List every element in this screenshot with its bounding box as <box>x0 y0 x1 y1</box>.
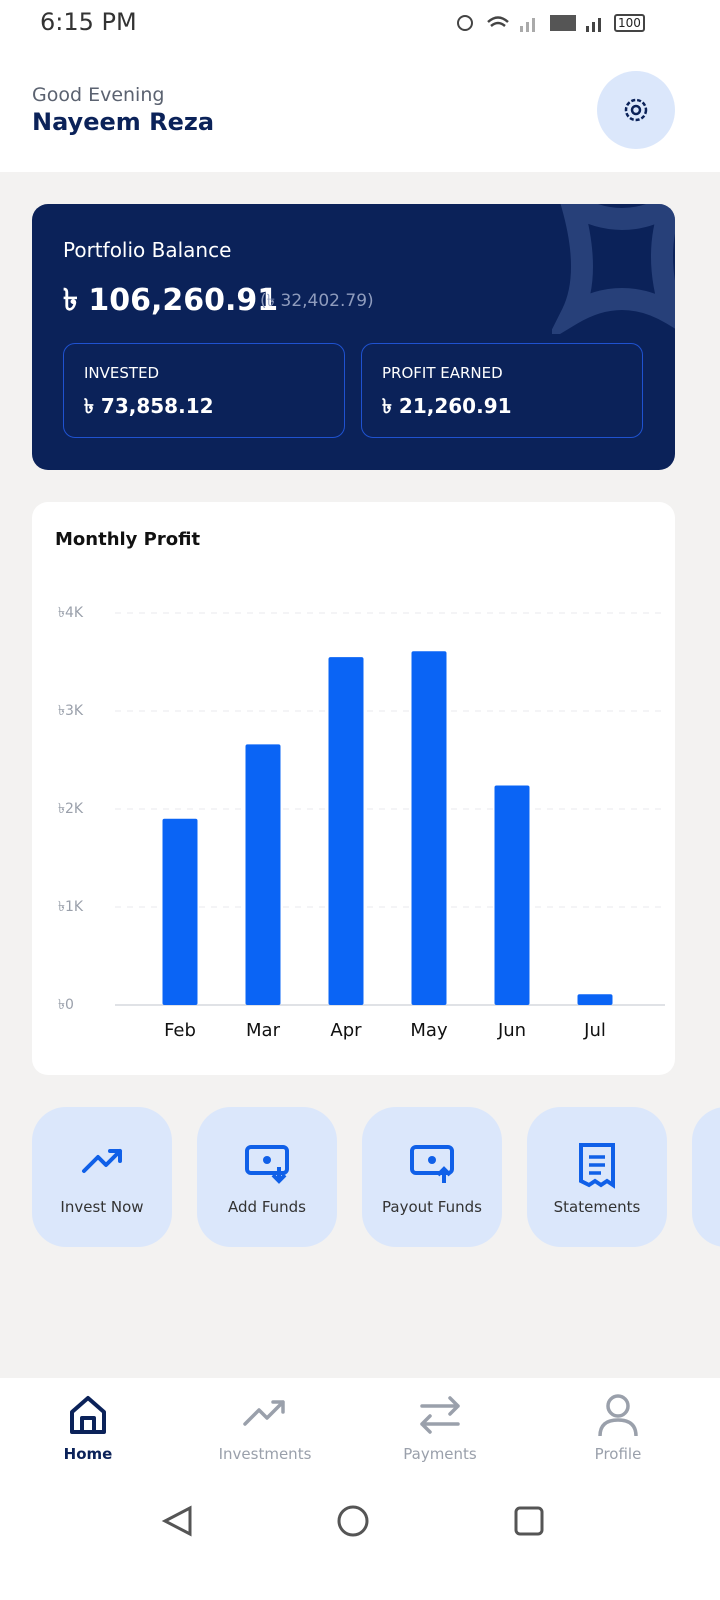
nav-item[interactable]: Investments <box>205 1390 325 1470</box>
nav-icon <box>420 1396 460 1434</box>
y-tick-label: ৳2K <box>58 801 84 817</box>
portfolio-balance: ৳ 106,260.91 <box>63 283 279 318</box>
profit-label: PROFIT EARNED <box>382 364 503 382</box>
action-label: Add Funds <box>228 1198 306 1216</box>
nav-item[interactable]: Home <box>28 1390 148 1470</box>
status-time: 6:15 PM <box>40 8 137 36</box>
action-icon <box>410 1145 454 1183</box>
invested-label: INVESTED <box>84 364 160 382</box>
bottom-nav <box>0 1378 720 1600</box>
action-label: Invest Now <box>60 1198 144 1216</box>
status-icons <box>457 15 601 32</box>
y-tick-label: ৳3K <box>58 703 84 719</box>
action-label: Statements <box>553 1198 641 1216</box>
nav-label: Payments <box>403 1445 477 1463</box>
bar <box>577 994 613 1005</box>
action-label: Payout Funds <box>382 1198 482 1216</box>
nav-icon <box>598 1394 638 1437</box>
x-tick-label: Apr <box>330 1020 362 1041</box>
nav-icon <box>243 1400 285 1426</box>
bar <box>162 818 198 1005</box>
invested-box: INVESTED ৳ 73,858.12 <box>63 343 345 438</box>
chart: Monthly Profit ৳0 ৳1K ৳2K ৳3K ৳4K Feb Mar Apr Ma… <box>55 529 665 1041</box>
system-nav <box>161 1505 544 1537</box>
bar <box>494 785 530 1005</box>
nav-label: Investments <box>218 1445 312 1463</box>
back-button[interactable] <box>161 1505 192 1537</box>
battery: 100 <box>614 14 645 32</box>
action-icon <box>579 1143 615 1189</box>
greeting: Good Evening <box>32 84 165 106</box>
card-logo <box>552 204 675 334</box>
bar <box>411 651 447 1005</box>
bar <box>328 657 364 1005</box>
x-tick-label: May <box>410 1020 448 1041</box>
portfolio-title: Portfolio Balance <box>63 238 232 262</box>
action-tile[interactable]: Statements <box>527 1107 667 1247</box>
profit-box: PROFIT EARNED ৳ 21,260.91 <box>361 343 643 438</box>
action-icon <box>82 1149 122 1173</box>
action-tile-partial[interactable] <box>692 1107 720 1247</box>
action-tile[interactable]: Invest Now <box>32 1107 172 1247</box>
nav-item[interactable]: Profile <box>558 1390 678 1470</box>
action-icon <box>245 1145 289 1184</box>
x-tick-label: Jun <box>497 1020 526 1041</box>
y-tick-label: ৳1K <box>58 899 84 915</box>
recents-button[interactable] <box>514 1506 544 1536</box>
action-tile[interactable]: Payout Funds <box>362 1107 502 1247</box>
x-tick-label: Jul <box>583 1020 606 1041</box>
y-tick-label: ৳0 <box>58 997 74 1013</box>
nav-label: Home <box>63 1445 113 1463</box>
user-name: Nayeem Reza <box>32 108 215 136</box>
bar <box>245 744 281 1005</box>
nav-item[interactable]: Payments <box>380 1390 500 1470</box>
portfolio-change: (৳ 32,402.79) <box>260 291 374 311</box>
x-tick-label: Mar <box>246 1020 281 1041</box>
action-tile[interactable]: Add Funds <box>197 1107 337 1247</box>
home-button[interactable] <box>337 1505 369 1537</box>
x-tick-label: Feb <box>164 1020 196 1041</box>
settings-button[interactable] <box>596 70 676 150</box>
profit-value: ৳ 21,260.91 <box>382 394 512 418</box>
portfolio-card: Portfolio Balance ৳ 106,260.91 (৳ 32,402… <box>32 204 675 470</box>
nav-label: Profile <box>594 1445 642 1463</box>
y-tick-label: ৳4K <box>58 605 84 621</box>
nav-icon <box>70 1396 106 1434</box>
invested-value: ৳ 73,858.12 <box>84 394 214 418</box>
chart-title: Monthly Profit <box>55 529 200 550</box>
